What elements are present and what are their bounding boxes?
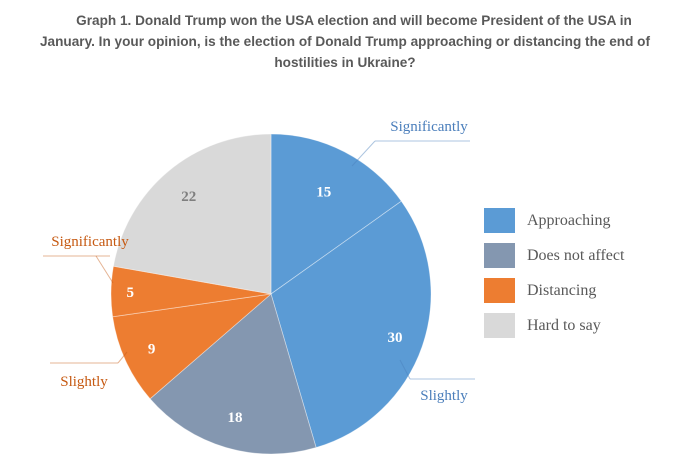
callout-label-approaching-significantly: Significantly	[390, 119, 468, 135]
legend-label-hard-to-say: Hard to say	[527, 316, 601, 334]
legend-swatch-does-not-affect	[484, 243, 515, 268]
pie-value-label-approaching-slightly: 30	[387, 330, 402, 346]
pie-value-label-hard-to-say: 22	[181, 189, 196, 205]
pie-value-label-approaching-significantly: 15	[316, 185, 331, 201]
pie-slice-approaching-significantly	[270, 133, 402, 295]
pie-value-labels: 15 30 18 9 5 22	[126, 185, 402, 426]
chart-title-line-2: January. In your opinion, is the electio…	[40, 34, 650, 49]
callout-label-approaching-slightly: Slightly	[420, 388, 468, 404]
chart-title: Graph 1. Donald Trump won the USA electi…	[0, 10, 690, 73]
legend-item-distancing: Distancing	[484, 273, 624, 308]
callout-line-distancing-significantly-tick	[95, 255, 114, 284]
legend-swatch-distancing	[484, 278, 515, 303]
legend-label-distancing: Distancing	[527, 281, 597, 299]
pie-callouts: Significantly Slightly Slightly Significant…	[43, 119, 475, 404]
legend-swatch-approaching	[484, 208, 515, 233]
callout-line-approaching-slightly-tick	[399, 359, 411, 380]
callout-line-distancing-slightly-tick	[117, 351, 128, 364]
legend-item-does-not-affect: Does not affect	[484, 238, 624, 273]
pie-slice-distancing-significantly	[110, 265, 272, 318]
pie-value-label-distancing-slightly: 9	[148, 342, 156, 358]
legend-swatch-hard-to-say	[484, 313, 515, 338]
legend-item-hard-to-say: Hard to say	[484, 308, 624, 343]
legend: Approaching Does not affect Distancing H…	[484, 203, 624, 343]
pie-slice-hard-to-say	[112, 133, 272, 295]
pie-value-label-does-not-affect: 18	[227, 410, 242, 426]
pie-slice-distancing-slightly	[112, 293, 273, 400]
legend-item-approaching: Approaching	[484, 203, 624, 238]
chart-title-line-3: hostilities in Ukraine?	[274, 55, 416, 70]
legend-label-does-not-affect: Does not affect	[527, 246, 625, 264]
pie-slices	[110, 133, 432, 455]
pie-slice-does-not-affect	[149, 293, 317, 455]
chart-title-line-1: Graph 1. Donald Trump won the USA electi…	[76, 13, 632, 28]
legend-label-approaching: Approaching	[527, 211, 611, 229]
pie-value-label-distancing-significantly: 5	[126, 285, 134, 301]
callout-label-distancing-significantly: Significantly	[51, 234, 129, 250]
callout-label-distancing-slightly: Slightly	[60, 374, 108, 390]
callout-line-approaching-significantly-tick	[351, 140, 376, 167]
pie-slice-approaching-slightly	[270, 200, 432, 449]
